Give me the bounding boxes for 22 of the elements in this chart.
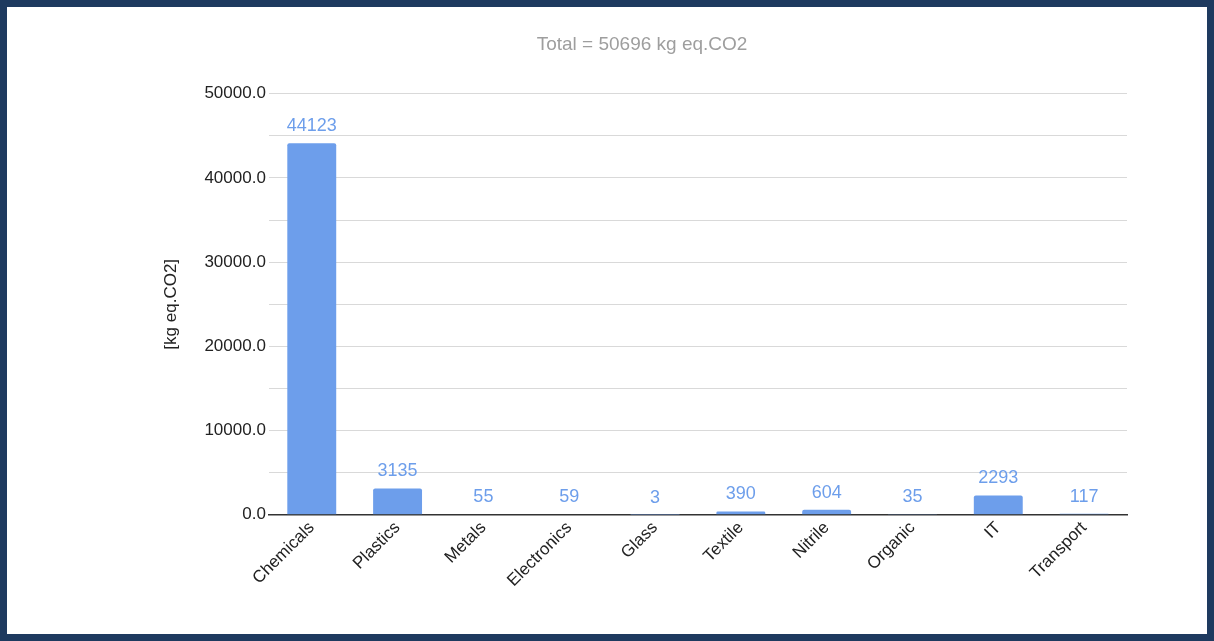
y-tick-label: 30000.0	[204, 251, 266, 271]
data-label: 390	[725, 483, 756, 504]
data-label: 44123	[286, 115, 337, 136]
bar	[373, 488, 423, 515]
y-tick-label: 20000.0	[204, 336, 266, 356]
data-label: 117	[1069, 485, 1099, 506]
y-tick-label: 10000.0	[204, 420, 266, 440]
data-label: 2293	[978, 467, 1019, 488]
y-tick-label: 40000.0	[204, 167, 266, 187]
bar	[973, 495, 1023, 515]
data-label: 604	[811, 481, 842, 502]
y-tick-label: 0.0	[242, 504, 266, 524]
chart-title: Total = 50696 kg eq.CO2	[536, 32, 748, 54]
bar	[287, 143, 337, 515]
data-label: 55	[473, 486, 494, 507]
data-label: 3135	[377, 460, 418, 481]
y-tick-label: 50000.0	[204, 83, 266, 103]
data-label: 35	[902, 486, 923, 507]
y-axis-title: [kg eq.CO2]	[160, 258, 180, 350]
data-label: 3	[650, 486, 661, 507]
x-tick-label: IT	[980, 517, 1005, 542]
data-label: 59	[559, 486, 580, 507]
